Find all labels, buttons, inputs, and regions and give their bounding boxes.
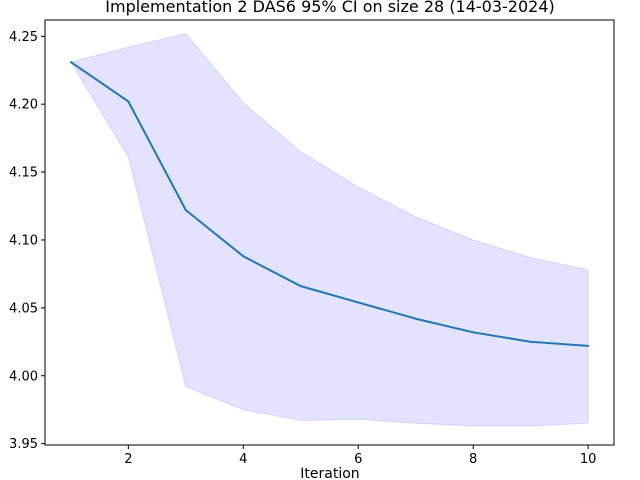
plot-frame <box>44 19 615 446</box>
chart-title: Implementation 2 DAS6 95% CI on size 28 … <box>105 0 554 16</box>
y-tick-label: 4.20 <box>9 98 38 113</box>
y-tick-label: 4.15 <box>9 166 38 181</box>
x-axis-label: Iteration <box>300 466 359 480</box>
series-line-segment <box>184 209 245 258</box>
series-line-segment <box>69 61 130 103</box>
y-tick-label: 4.10 <box>9 233 38 248</box>
series-line-segment <box>127 100 187 212</box>
series-line-segment <box>414 317 475 334</box>
x-tick-label: 2 <box>124 452 132 467</box>
y-tick-label: 4.25 <box>9 30 38 45</box>
y-tick-label: 4.05 <box>9 301 38 316</box>
y-tick-label: 3.95 <box>9 437 38 452</box>
x-tick-label: 6 <box>354 452 362 467</box>
confidence-band-0 <box>70 33 589 427</box>
series-line-segment <box>357 301 417 320</box>
series-line-segment <box>472 331 532 343</box>
plot-area: 2 4 6 8 10 3.95 4.00 4.05 4.10 4.15 4.20 4.25 <box>9 19 615 467</box>
x-tick-label: 8 <box>469 452 477 467</box>
series-line-segment <box>242 255 302 288</box>
series-line-segment <box>299 285 360 304</box>
series-line-segment <box>529 340 590 347</box>
x-tick-label: 10 <box>580 452 597 467</box>
y-tick-label: 4.00 <box>9 369 38 384</box>
x-tick-label: 4 <box>239 452 247 467</box>
